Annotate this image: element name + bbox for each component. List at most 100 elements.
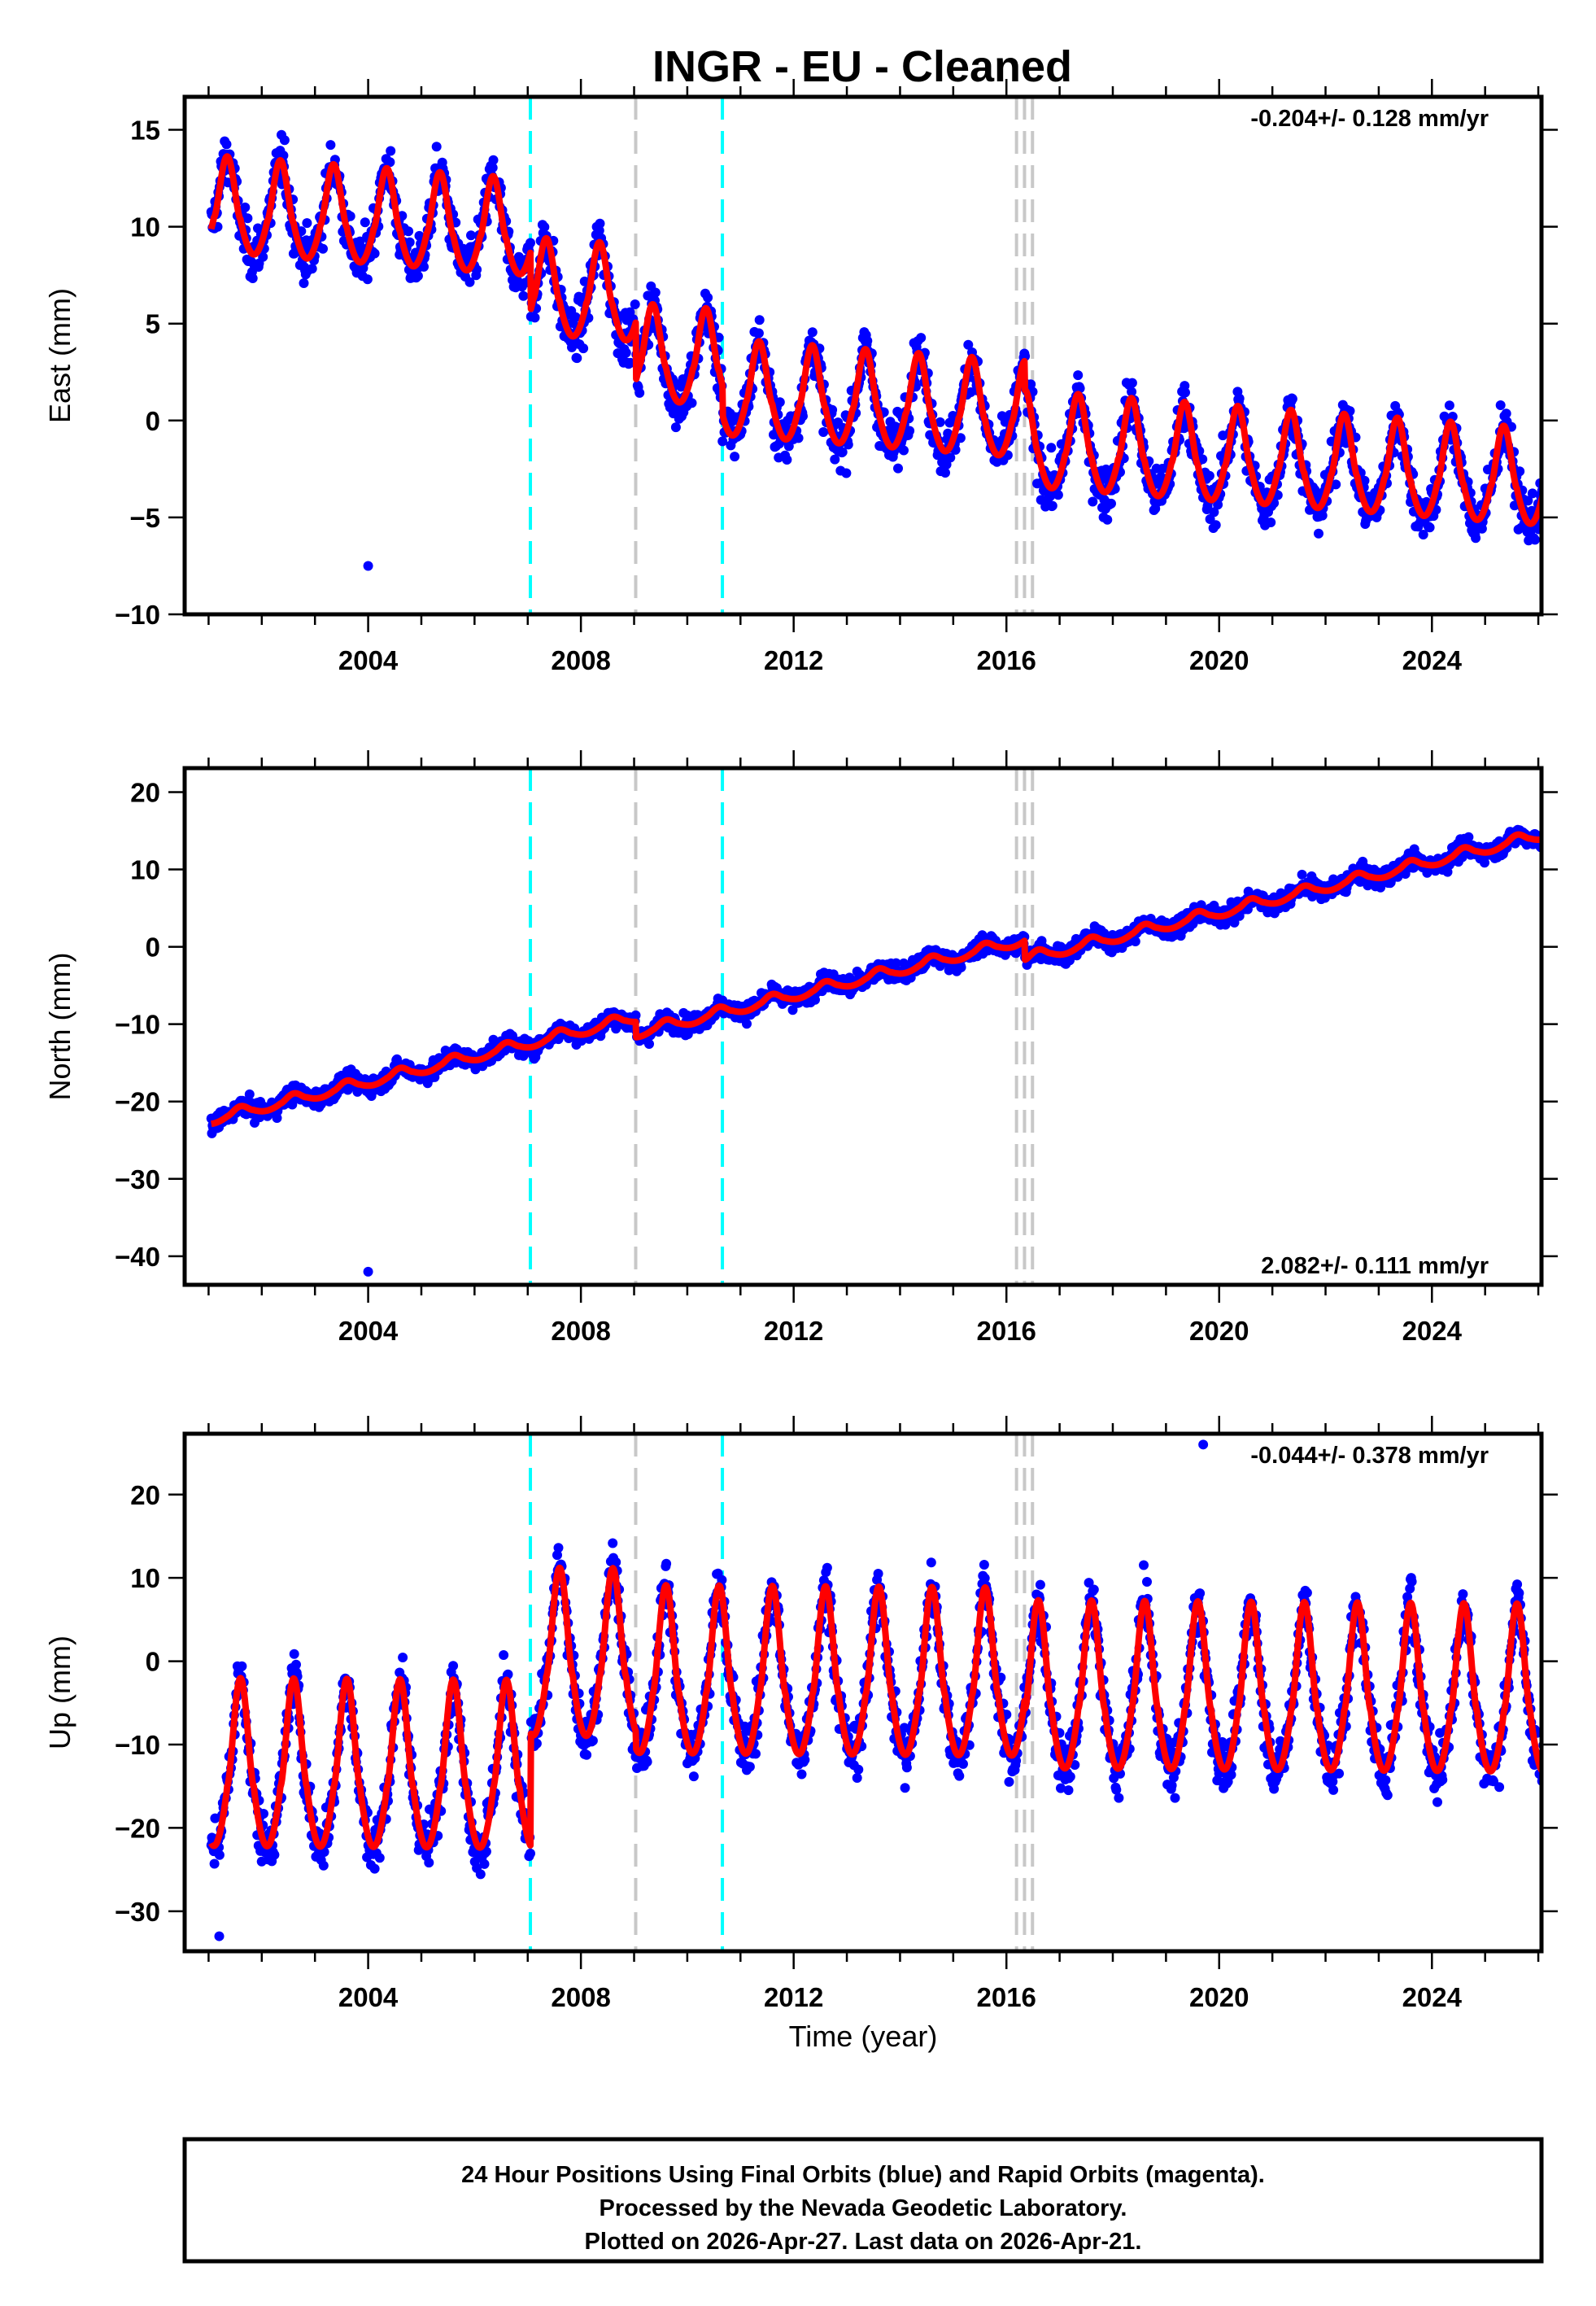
final-orbit-point bbox=[893, 463, 903, 474]
final-orbit-point bbox=[1127, 387, 1137, 397]
final-orbit-point bbox=[1331, 479, 1341, 490]
final-orbit-point bbox=[687, 398, 697, 408]
rapid-orbit-point bbox=[1544, 427, 1554, 437]
final-orbit-point bbox=[1026, 379, 1036, 390]
final-orbit-point bbox=[890, 421, 900, 432]
rapid-orbit-point bbox=[1544, 832, 1554, 841]
final-orbit-point bbox=[1197, 454, 1208, 465]
final-orbit-point bbox=[717, 436, 728, 447]
final-orbit-point bbox=[570, 312, 581, 322]
final-orbit-point bbox=[634, 387, 645, 398]
final-orbit-point bbox=[518, 290, 529, 301]
final-orbit-point bbox=[1527, 488, 1537, 499]
final-orbit-point bbox=[345, 211, 355, 221]
chart-title: INGR - EU - Cleaned bbox=[652, 42, 1072, 91]
final-orbit-point bbox=[385, 157, 395, 168]
final-orbit-point bbox=[247, 273, 258, 283]
final-orbit-point bbox=[553, 1543, 564, 1553]
final-orbit-point bbox=[539, 222, 550, 232]
rapid-orbit-point bbox=[1546, 833, 1556, 843]
x-tick-label: 2012 bbox=[764, 645, 823, 675]
x-tick-label: 2024 bbox=[1402, 1316, 1463, 1346]
final-orbit-point bbox=[703, 292, 713, 303]
final-orbit-point bbox=[369, 1863, 380, 1874]
final-orbit-point bbox=[578, 343, 589, 354]
rapid-orbit-point bbox=[1545, 435, 1555, 444]
event-markers bbox=[529, 97, 1035, 614]
final-orbit-point bbox=[374, 1853, 385, 1863]
y-tick-label: 5 bbox=[146, 309, 160, 339]
y-tick-label: −5 bbox=[129, 503, 160, 533]
final-orbit-point bbox=[412, 271, 423, 282]
rapid-orbit-point bbox=[1550, 421, 1559, 431]
final-orbit-point bbox=[670, 422, 681, 433]
final-orbit-point bbox=[499, 1650, 509, 1660]
final-orbit-point bbox=[466, 230, 476, 241]
final-orbit-point bbox=[209, 1858, 220, 1869]
rate-annotation-east: -0.204+/- 0.128 mm/yr bbox=[1250, 106, 1489, 132]
x-tick-label: 2008 bbox=[551, 645, 610, 675]
final-orbit-point bbox=[464, 277, 475, 287]
final-orbit-point bbox=[905, 426, 915, 436]
final-orbit-point bbox=[1418, 530, 1428, 539]
x-tick-label: 2004 bbox=[338, 1316, 399, 1346]
final-orbit-point bbox=[730, 452, 740, 462]
panels: 2004 2008 2012 2016 2020 2024−10−5051015East … bbox=[43, 79, 1559, 2053]
y-tick-label: −20 bbox=[115, 1087, 160, 1117]
rate-annotation-north: 2.082+/- 0.111 mm/yr bbox=[1261, 1253, 1489, 1279]
final-orbit-point bbox=[1297, 869, 1307, 880]
final-orbit-point bbox=[472, 264, 482, 275]
final-orbit-point bbox=[525, 1848, 535, 1858]
y-tick-label: 0 bbox=[146, 932, 160, 963]
final-orbit-point bbox=[1359, 475, 1370, 486]
rapid-orbit-point bbox=[1545, 828, 1555, 837]
final-orbit-point bbox=[1127, 378, 1137, 388]
final-orbit-point bbox=[956, 962, 966, 972]
y-tick-label: 10 bbox=[130, 212, 160, 242]
final-orbit-point bbox=[1234, 393, 1245, 404]
final-orbit-point bbox=[841, 468, 852, 478]
final-orbit-point bbox=[1209, 507, 1219, 518]
final-orbit-point bbox=[1424, 522, 1435, 533]
rapid-orbit-point bbox=[1549, 830, 1559, 840]
final-orbit-point bbox=[424, 1858, 434, 1868]
y-axis-label-east: East (mm) bbox=[43, 288, 76, 423]
final-orbit-point bbox=[360, 217, 370, 228]
rapid-orbit-point bbox=[1546, 465, 1555, 474]
final-orbit-point bbox=[221, 139, 232, 150]
rapid-orbit-point bbox=[1550, 820, 1559, 830]
final-orbit-point bbox=[307, 264, 317, 274]
final-orbit-point bbox=[419, 261, 429, 272]
x-tick-label: 2012 bbox=[764, 1316, 823, 1346]
final-orbit-point bbox=[1314, 528, 1323, 539]
event-markers bbox=[529, 1434, 1035, 1951]
rapid-orbit-point bbox=[1543, 841, 1553, 850]
x-tick-label: 2004 bbox=[338, 645, 399, 675]
final-orbit-point bbox=[1088, 496, 1098, 507]
final-orbit-point bbox=[582, 1749, 592, 1760]
outlier-point bbox=[363, 1266, 373, 1277]
final-orbit-point bbox=[1501, 408, 1511, 419]
x-tick-label: 2016 bbox=[977, 645, 1036, 675]
x-tick-label: 2020 bbox=[1189, 1316, 1249, 1346]
final-orbit-point bbox=[1106, 498, 1116, 509]
x-tick-label: 2024 bbox=[1402, 645, 1463, 675]
y-tick-label: −10 bbox=[115, 600, 160, 630]
rapid-orbit-point bbox=[1549, 435, 1559, 444]
final-orbit-point bbox=[963, 339, 974, 350]
final-orbit-point bbox=[325, 140, 336, 151]
rapid-orbit-point bbox=[1542, 834, 1552, 844]
x-tick-label: 2016 bbox=[977, 1316, 1036, 1346]
final-orbit-point bbox=[487, 163, 498, 173]
final-orbit-point bbox=[488, 155, 499, 165]
final-orbit-point bbox=[793, 433, 804, 443]
y-tick-label: −40 bbox=[115, 1242, 160, 1272]
final-orbit-point bbox=[818, 427, 829, 437]
final-orbit-point bbox=[940, 468, 950, 478]
rapid-orbit-point bbox=[1544, 478, 1554, 487]
final-orbit-point bbox=[302, 218, 312, 229]
y-tick-label: 0 bbox=[146, 406, 160, 436]
final-orbit-point bbox=[1210, 520, 1221, 531]
final-orbit-point bbox=[1180, 387, 1190, 398]
